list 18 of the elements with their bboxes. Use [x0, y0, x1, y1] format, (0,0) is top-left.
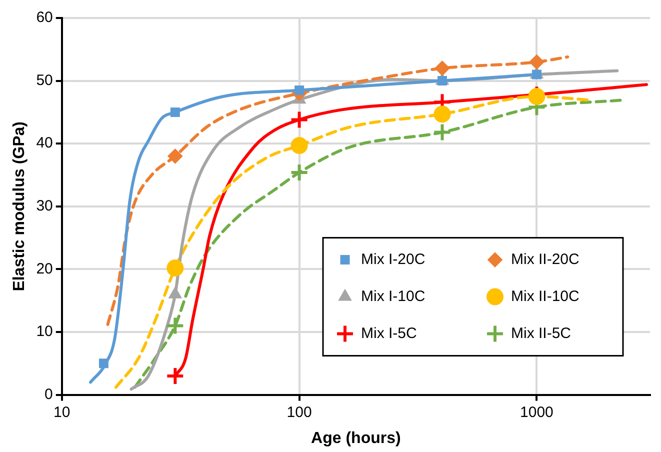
y-tick-label: 10 — [36, 323, 53, 340]
x-tick-label: 100 — [286, 404, 312, 421]
legend-label: Mix II-10C — [511, 288, 580, 305]
y-tick-label: 0 — [44, 386, 53, 403]
legend-label: Mix I-5C — [361, 324, 417, 342]
legend-label: Mix I-20C — [361, 250, 426, 268]
y-tick-label: 50 — [36, 72, 53, 89]
legend-label: Mix II-5C — [511, 324, 572, 342]
y-tick-label: 60 — [36, 9, 53, 26]
x-tick-label: 10 — [54, 404, 70, 421]
legend-label: Mix I-10C — [361, 288, 426, 305]
x-tick-label: 1000 — [520, 404, 554, 421]
x-axis-title: Age (hours) — [311, 430, 401, 447]
y-tick-label: 40 — [36, 134, 53, 152]
y-tick-label: 20 — [36, 260, 53, 278]
y-tick-label: 30 — [36, 198, 53, 215]
y-axis-title: Elastic modulus (GPa) — [11, 121, 28, 292]
legend-label: Mix II-20C — [511, 250, 580, 268]
